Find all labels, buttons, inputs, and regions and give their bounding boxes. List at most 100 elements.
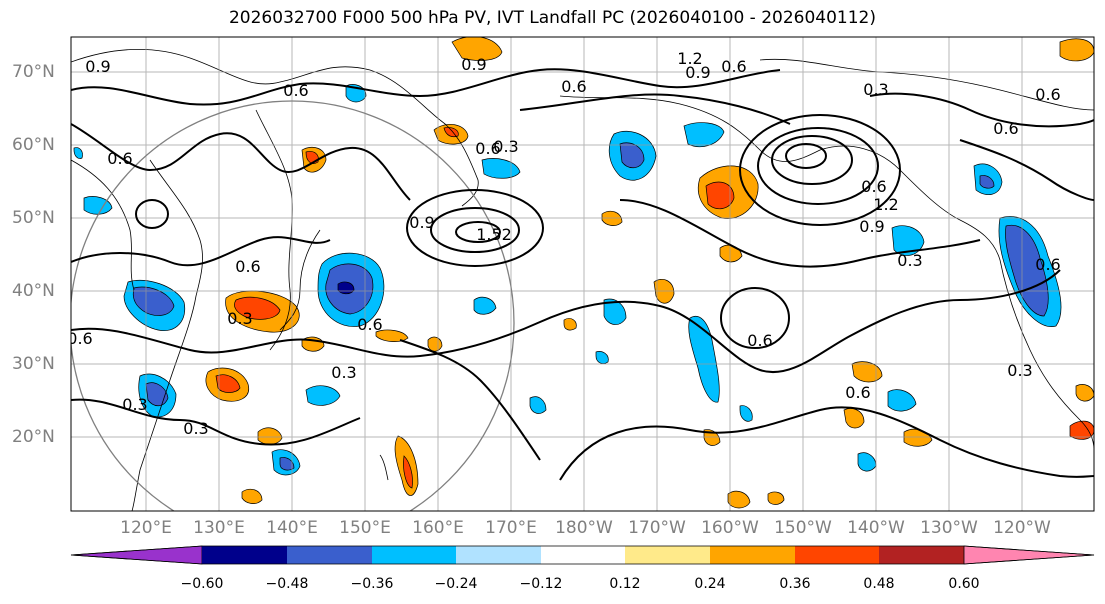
lat-label-20n: 20°N [12, 427, 55, 447]
contour-label: 0.3 [183, 419, 208, 438]
positive-anomaly [427, 336, 443, 352]
contour-label: 0.3 [863, 80, 888, 99]
colorbar-tick: −0.48 [265, 576, 309, 592]
negative-anomaly [683, 122, 725, 147]
contour-label: 1.2 [677, 49, 702, 68]
negative-anomaly [279, 457, 295, 471]
contour-label: 0.6 [235, 257, 260, 276]
contour-label: 0.6 [721, 57, 746, 76]
pv-contours [71, 68, 1094, 481]
contour-label: 0.6 [67, 329, 92, 348]
negative-anomaly [887, 389, 917, 412]
negative-anomaly [529, 396, 547, 414]
lon-label: 160°W [701, 518, 759, 538]
contour-label: 0.6 [107, 149, 132, 168]
coastlines [71, 48, 1094, 511]
positive-anomaly [403, 455, 413, 489]
lon-label: 150°E [339, 518, 391, 538]
colorbar-tick: 0.60 [948, 576, 980, 592]
colorbar-tick: 0.12 [609, 576, 641, 592]
contour-label: 0.6 [561, 77, 586, 96]
colorbar-swatch [795, 546, 879, 564]
lon-label: 140°W [847, 518, 905, 538]
lat-label-60n: 60°N [12, 135, 55, 155]
positive-anomaly [257, 427, 283, 445]
contour-label: 0.3 [331, 363, 356, 382]
negative-anomaly [145, 382, 169, 407]
colorbar-tick: 0.24 [694, 576, 726, 592]
contour-label: 0.6 [747, 331, 772, 350]
positive-anomaly [234, 296, 281, 320]
lon-label: 130°E [193, 518, 245, 538]
positive-anomaly [241, 488, 263, 504]
landfall-radius-circle [71, 100, 515, 511]
contour-label: 1.52 [476, 225, 512, 244]
negative-anomaly [595, 351, 609, 364]
contour-label: 0.9 [685, 63, 710, 82]
contour-label: 0.6 [1035, 85, 1060, 104]
positive-anomaly [851, 361, 883, 383]
negative-anomaly [305, 385, 341, 406]
negative-anomaly [83, 196, 113, 215]
lat-label-40n: 40°N [12, 281, 55, 301]
negative-anomaly [73, 147, 83, 159]
positive-anomaly [375, 329, 409, 342]
colorbar-swatch [287, 546, 372, 564]
lon-label: 140°E [266, 518, 318, 538]
lat-label-70n: 70°N [12, 62, 55, 82]
positive-anomaly [215, 374, 241, 393]
positive-anomaly [451, 37, 503, 61]
positive-anomaly [705, 181, 735, 210]
negative-anomaly [891, 225, 925, 256]
colorbar-swatch [541, 546, 625, 564]
negative-anomaly [619, 142, 645, 169]
colorbar-swatch [625, 546, 710, 564]
lon-label: 120°E [120, 518, 172, 538]
colorbar-swatch [879, 546, 964, 564]
contour-label: 0.9 [409, 213, 434, 232]
map-border [70, 36, 1095, 512]
colorbar-tick: −0.12 [519, 576, 563, 592]
positive-anomaly [719, 244, 743, 263]
positive-anomaly [1059, 38, 1094, 62]
colorbar-tick: 0.48 [863, 576, 895, 592]
lon-label: 130°W [920, 518, 978, 538]
contour-label: 0.3 [897, 251, 922, 270]
contour-label: 0.6 [357, 315, 382, 334]
lon-label: 150°W [774, 518, 832, 538]
negative-anomaly [603, 298, 627, 325]
colorbar [70, 545, 1095, 565]
negative-anomaly [739, 405, 753, 422]
lon-label: 170°W [628, 518, 686, 538]
positive-anomaly [563, 318, 577, 331]
contour-label: 0.6 [993, 119, 1018, 138]
lon-label: 120°W [993, 518, 1051, 538]
positive-anomaly [727, 490, 751, 509]
colorbar-swatch [710, 546, 795, 564]
lon-label: 170°E [485, 518, 537, 538]
colorbar-extend-low [70, 545, 203, 565]
contour-label: 0.6 [475, 139, 500, 158]
colorbar-extend-high [963, 545, 1095, 565]
positive-anomaly [767, 491, 785, 505]
lat-label-50n: 50°N [12, 208, 55, 228]
contour-label: 0.9 [859, 217, 884, 236]
contour-labels: 0.9 0.6 0.6 0.6 0.3 0.3 1.2 0.9 0.6 0.6 … [67, 49, 1061, 438]
contour-label: 0.3 [122, 395, 147, 414]
lon-label: 180°W [555, 518, 613, 538]
negative-anomaly [473, 296, 497, 315]
contour-label: 0.3 [493, 137, 518, 156]
negative-anomaly [688, 316, 720, 403]
contour-label: 1.2 [873, 195, 898, 214]
contour-label: 0.6 [861, 177, 886, 196]
colorbar-swatch [372, 546, 456, 564]
contour-label: 0.3 [1007, 361, 1032, 380]
contour-label: 0.9 [85, 57, 110, 76]
contour-label: 0.6 [283, 81, 308, 100]
colorbar-swatch [202, 546, 287, 564]
negative-anomaly [979, 175, 995, 189]
contour-label: 0.6 [845, 383, 870, 402]
colorbar-swatch [456, 546, 541, 564]
negative-anomaly [132, 286, 175, 316]
